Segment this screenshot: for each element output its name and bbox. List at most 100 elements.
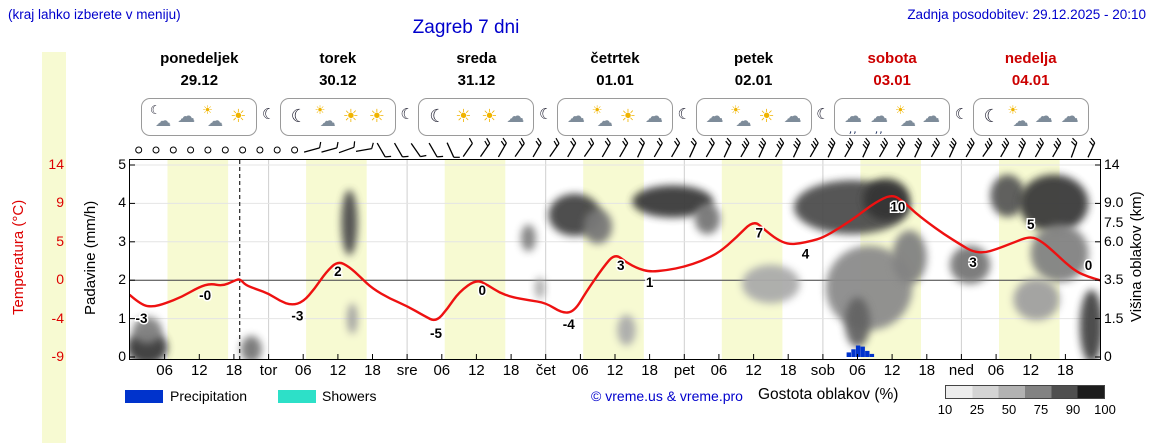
x-tick-18: 18 — [225, 362, 243, 379]
meteogram-chart: -3 -0 -3 2 -5 0 -4 3 1 7 4 10 3 5 0 — [130, 160, 1100, 359]
svg-text:-0: -0 — [199, 288, 211, 303]
precip-tick: 1 — [118, 309, 126, 326]
day-name: ponedeljek — [160, 50, 239, 67]
day-date: 02.01 — [734, 72, 773, 89]
x-tick-12: 12 — [606, 362, 624, 379]
cloud-icon: ☁ — [564, 102, 588, 132]
moon-icon: ☾ — [816, 105, 830, 123]
cloud-glyph: ☁ — [506, 106, 525, 127]
cloud-icon: ☁ — [642, 102, 666, 132]
x-tick-18: 18 — [641, 362, 658, 379]
sun-icon: ☀ — [365, 102, 389, 132]
day-icons-ponedeljek: ☾ ☁ ☁ ☀ ☁ ☀ — [141, 98, 258, 136]
sun-glyph: ☀ — [368, 106, 385, 127]
x-tick-12: 12 — [883, 362, 901, 379]
menu-hint: (kraj lahko izberete v meniju) — [8, 7, 181, 22]
cloud-glyph: ☁ — [1012, 110, 1029, 130]
x-tick-tor: tor — [259, 362, 278, 379]
temp-tick: 0 — [56, 271, 64, 288]
svg-text:0: 0 — [478, 283, 486, 298]
svg-text:2: 2 — [334, 264, 342, 279]
x-tick-sob: sob — [810, 362, 835, 379]
svg-text:7: 7 — [756, 225, 764, 240]
x-tick-06: 06 — [710, 362, 728, 379]
x-tick-18: 18 — [779, 362, 797, 379]
sun-cloud-icon: ☀ ☁ — [729, 102, 753, 132]
sun-glyph: ☀ — [730, 102, 742, 117]
day-header-sreda: sreda 31.12 — [456, 48, 496, 92]
sun-cloud-icon: ☀ ☁ — [200, 102, 224, 132]
day-header-nedelja: nedelja 04.01 — [1005, 48, 1057, 92]
moon-glyph: ☾ — [150, 102, 161, 117]
day-icons-nedelja: ☾ ☀ ☁ ☁ ☁ — [972, 98, 1089, 136]
sun-glyph: ☀ — [342, 106, 359, 127]
moon-glyph: ☾ — [290, 106, 307, 127]
cloud-icon: ☁ — [1058, 102, 1082, 132]
cloud-glyph: ☁ — [1034, 106, 1053, 127]
day-icons-četrtek: ☁ ☀ ☁ ☀ ☁ — [557, 98, 673, 136]
day-date: 01.01 — [596, 72, 634, 89]
day-icons-petek: ☁ ☀ ☁ ☀ ☁ — [695, 98, 812, 136]
cloud-height-tick: 1.5 — [1104, 309, 1124, 326]
cloud-glyph: ☁ — [155, 110, 172, 130]
svg-text:-3: -3 — [291, 308, 303, 323]
last-update: Zadnja posodobitev: 29.12.2025 - 20:10 — [907, 7, 1146, 22]
moon-icon: ☾ — [287, 102, 311, 132]
sun-icon: ☀ — [451, 102, 475, 132]
sun-glyph: ☀ — [230, 106, 247, 127]
sun-cloud-icon: ☀ ☁ — [1006, 102, 1030, 132]
temp-tick: 9 — [56, 194, 64, 211]
drizzle-glyph: ‚‚ — [874, 123, 884, 136]
day-name: nedelja — [1004, 50, 1057, 67]
cloud-glyph: ☁ — [844, 106, 863, 127]
day-header-ponedeljek: ponedeljek 29.12 — [160, 48, 238, 92]
moon-glyph: ☾ — [429, 106, 446, 127]
sun-icon: ☀ — [226, 102, 250, 132]
day-name: četrtek — [590, 50, 640, 67]
day-icons-torek: ☾ ☀ ☁ ☀ ☀ — [279, 98, 396, 136]
cloud-icon: ☁ — [781, 102, 805, 132]
density-tick: 10 — [937, 402, 953, 417]
x-tick-12: 12 — [190, 362, 208, 379]
x-tick-pet: pet — [673, 362, 695, 379]
cloud-icon: ☁ — [174, 102, 198, 132]
sun-glyph: ☀ — [758, 106, 775, 127]
sun-glyph: ☀ — [591, 102, 603, 117]
cloud-glyph: ☁ — [900, 110, 917, 130]
day-header-četrtek: četrtek 01.01 — [590, 48, 639, 92]
precipitation-legend-label: Precipitation — [170, 388, 248, 404]
temperature-line — [130, 195, 1100, 322]
cloud-glyph: ☁ — [177, 106, 196, 127]
moon-icon: ☾ — [400, 105, 414, 123]
cloud-height-tick: 7.5 — [1104, 213, 1124, 230]
cloud-glyph: ☁ — [645, 106, 663, 127]
temperature-axis-title: Temperatura (°C) — [10, 199, 27, 316]
cloud-glyph: ☁ — [705, 106, 724, 127]
cloud-drizzle-icon: ☁ ‚‚ — [867, 102, 891, 136]
day-name: petek — [733, 50, 774, 67]
svg-text:-3: -3 — [135, 311, 147, 326]
density-tick: 100 — [1094, 402, 1116, 417]
x-tick-sre: sre — [396, 362, 418, 379]
temp-tick: 5 — [56, 232, 64, 249]
sun-icon: ☀ — [616, 102, 640, 132]
svg-text:0: 0 — [1085, 258, 1093, 273]
svg-text:4: 4 — [802, 247, 810, 262]
cloud-glyph: ☁ — [783, 106, 802, 127]
precipitation-legend-swatch — [125, 390, 163, 403]
density-tick: 50 — [1001, 402, 1017, 417]
x-tick-06: 06 — [433, 362, 451, 379]
cloud-glyph: ☁ — [319, 110, 336, 130]
temp-tick: 14 — [48, 156, 64, 172]
day-date: 04.01 — [1011, 72, 1050, 89]
copyright-link[interactable]: © vreme.us & vreme.pro — [591, 388, 743, 404]
temp-tick: -9 — [51, 348, 64, 364]
showers-legend-swatch — [278, 390, 316, 403]
moon-icon: ☾ — [425, 102, 449, 132]
day-date: 30.12 — [319, 72, 357, 89]
sun-cloud-icon: ☀ ☁ — [590, 102, 614, 132]
sun-glyph: ☀ — [202, 102, 213, 117]
temp-tick: -4 — [51, 309, 64, 326]
day-name: torek — [319, 50, 357, 67]
